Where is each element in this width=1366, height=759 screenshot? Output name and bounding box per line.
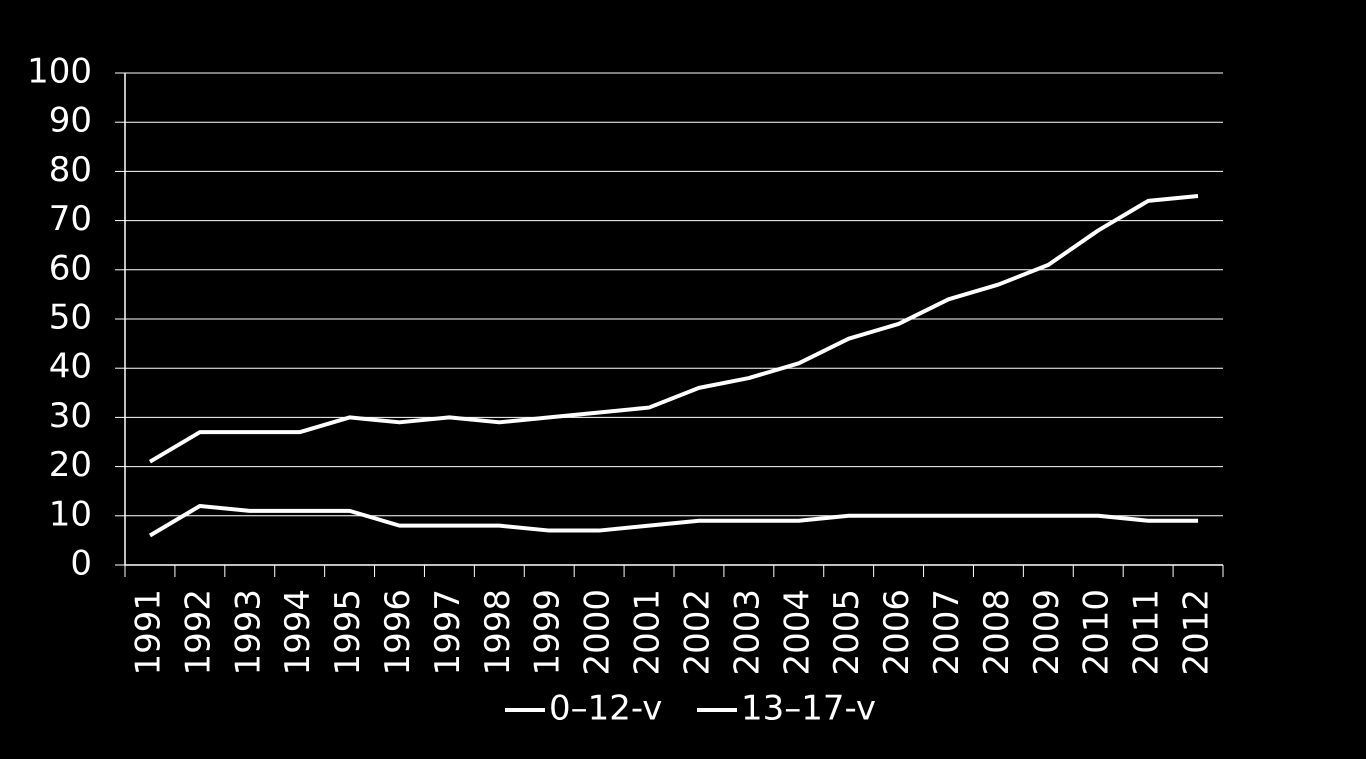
x-tick-label: 1991 [128,589,168,676]
y-tick-label: 90 [49,101,92,141]
x-tick-label: 2009 [1027,589,1067,676]
y-tick-label: 0 [70,544,92,584]
x-tick-label: 2004 [777,589,817,676]
x-tick-label: 2011 [1127,589,1167,676]
y-tick-label: 100 [27,52,92,92]
x-tick-label: 1996 [378,589,418,676]
x-tick-label: 2006 [877,589,917,676]
y-tick-label: 30 [49,396,92,436]
x-tick-label: 2008 [977,589,1017,676]
x-tick-label: 1997 [428,589,468,676]
y-tick-label: 50 [49,298,92,338]
legend-label: 0–12-v [549,689,662,729]
legend-label: 13–17-v [741,689,876,729]
x-tick-label: 1999 [528,589,568,676]
x-tick-label: 1998 [478,589,518,676]
y-tick-label: 70 [49,199,92,239]
x-tick-label: 2010 [1077,589,1117,676]
x-tick-label: 2012 [1177,589,1217,676]
y-tick-label: 40 [49,347,92,387]
x-tick-label: 2000 [578,589,618,676]
x-tick-label: 2007 [927,589,967,676]
x-tick-label: 1993 [228,589,268,676]
y-tick-label: 80 [49,150,92,190]
x-tick-label: 2001 [628,589,668,676]
y-tick-label: 10 [49,494,92,534]
x-tick-label: 1994 [278,589,318,676]
x-tick-label: 2003 [727,589,767,676]
y-tick-label: 20 [49,445,92,485]
x-tick-label: 2005 [827,589,867,676]
series-line [148,194,1199,464]
y-tick-label: 60 [49,248,92,288]
x-tick-label: 1995 [328,589,368,676]
series-line [148,503,1199,538]
x-tick-label: 1992 [178,589,218,676]
x-tick-label: 2002 [677,589,717,676]
